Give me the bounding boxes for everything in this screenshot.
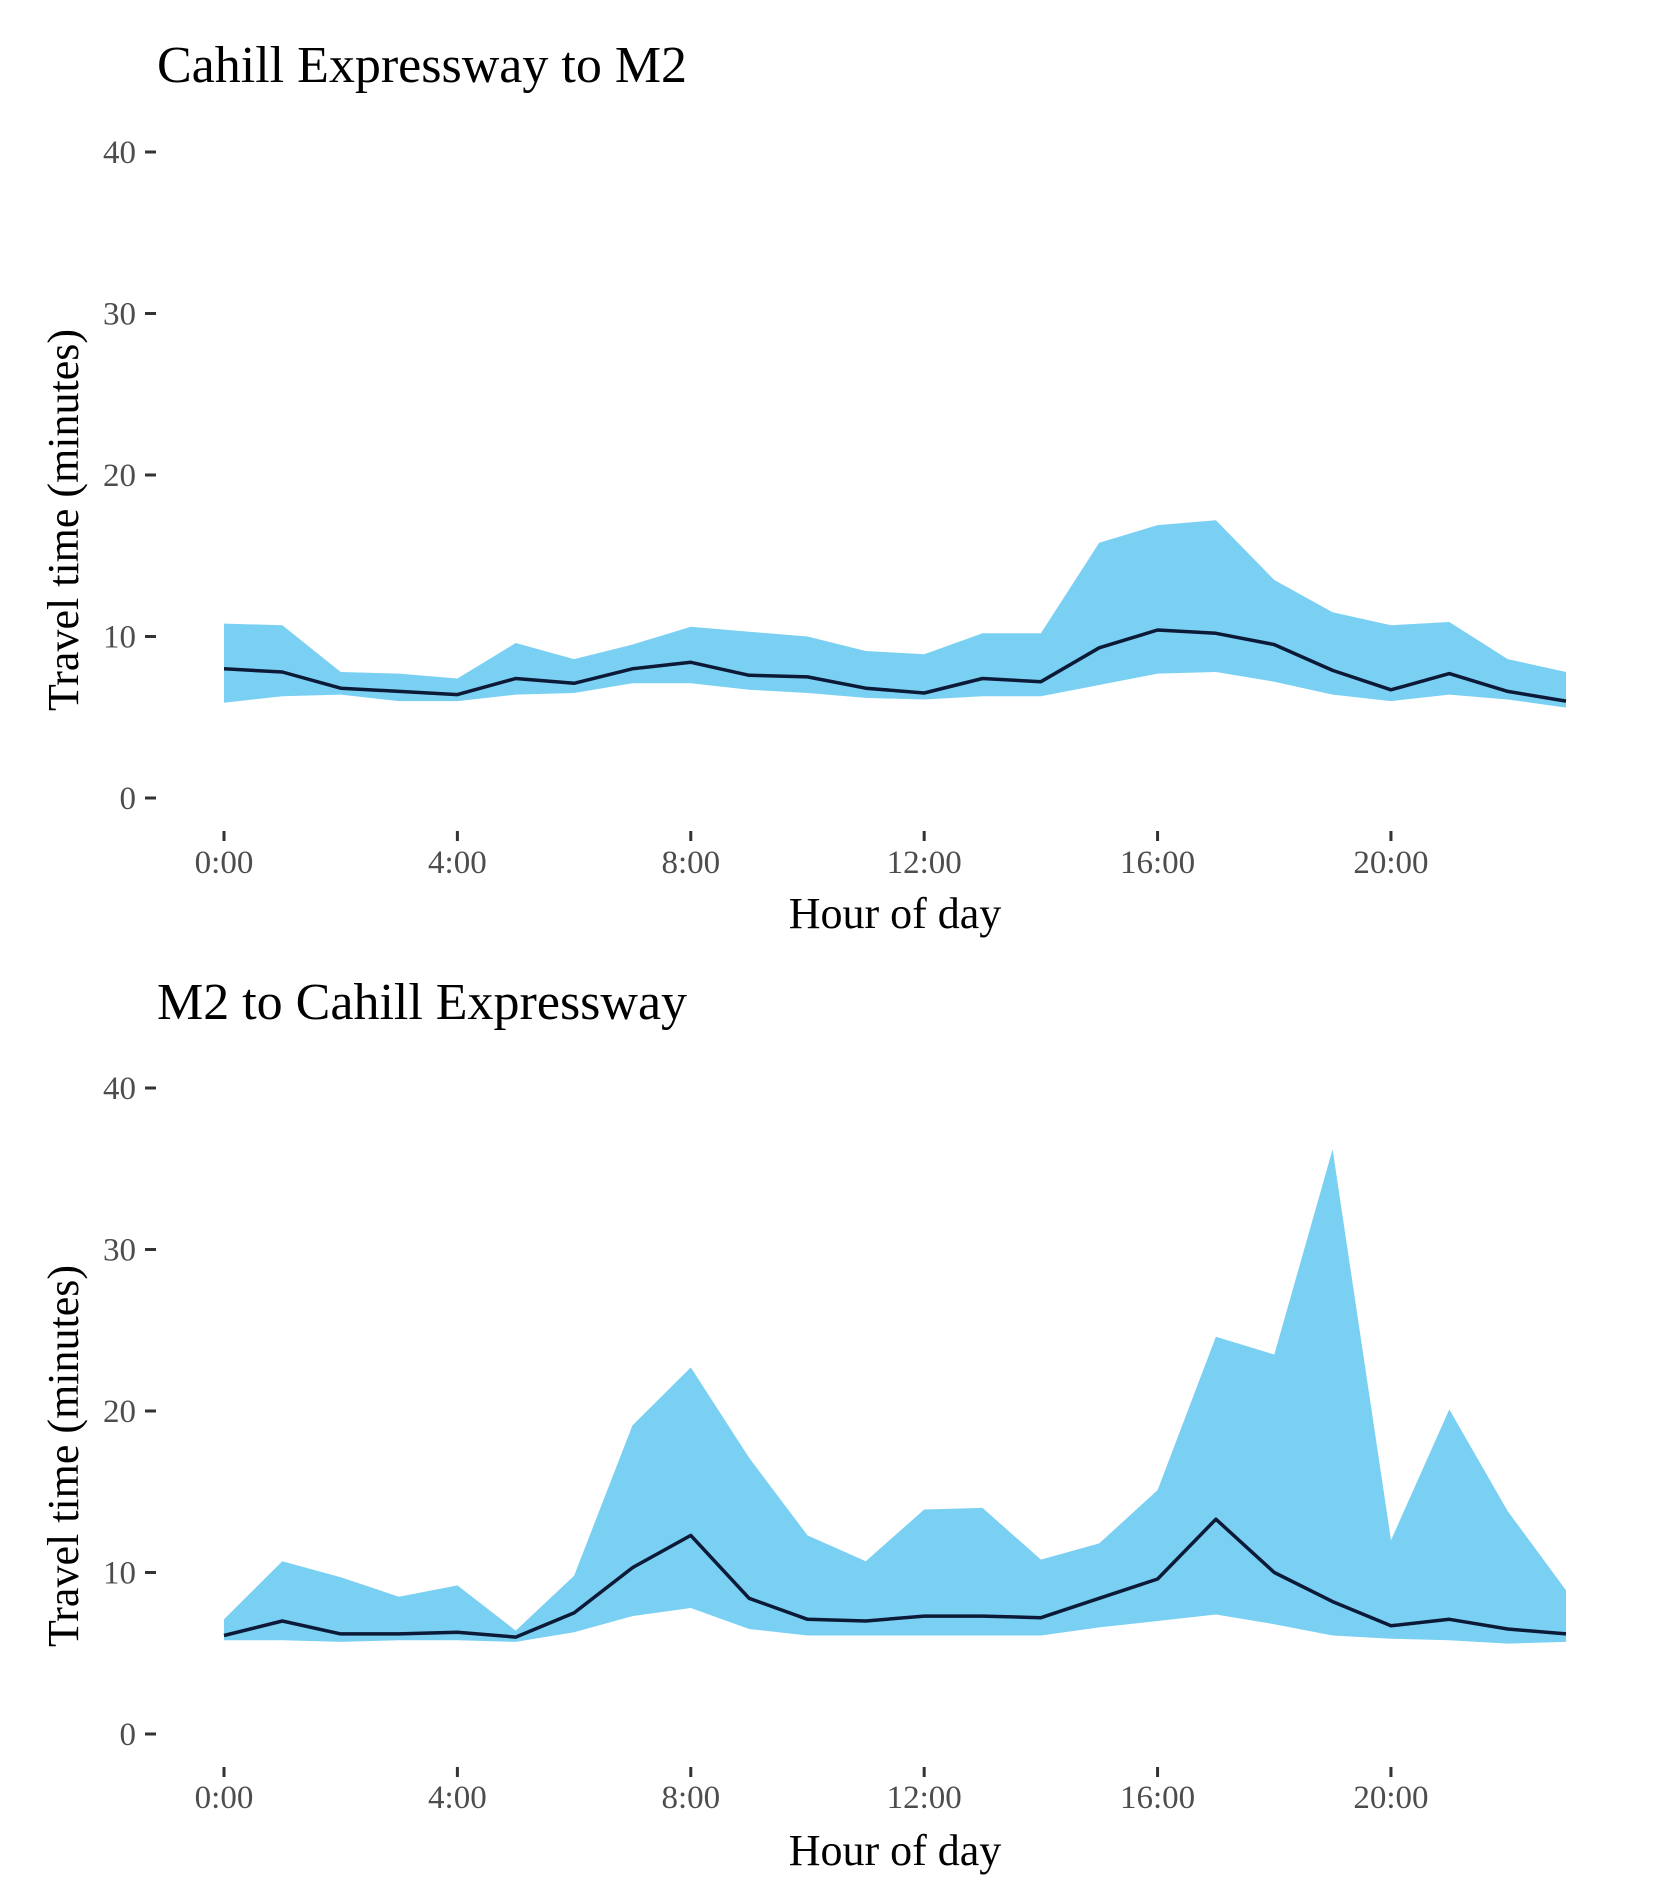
x-tick-label: 4:00 xyxy=(428,845,487,881)
y-tick-label: 10 xyxy=(103,1556,136,1592)
x-tick-label: 16:00 xyxy=(1120,1780,1195,1816)
chart-panel-2: M2 to Cahill Expressway Travel time (min… xyxy=(39,974,1567,1875)
y-tick-label: 10 xyxy=(103,620,136,656)
x-tick-label: 4:00 xyxy=(428,1780,487,1816)
range-band xyxy=(224,520,1566,708)
median-line xyxy=(223,1517,1567,1639)
x-tick-label: 0:00 xyxy=(195,1780,254,1816)
plot-area: 0 10 20 30 40 0:00 4:00 8:00 12:00 16:00 20:00 xyxy=(103,1071,1567,1816)
chart-panel-1: Cahill Expressway to M2 Travel time (min… xyxy=(39,37,1567,938)
y-tick-label: 40 xyxy=(103,1071,136,1107)
chart-title: M2 to Cahill Expressway xyxy=(157,974,687,1031)
x-tick-label: 16:00 xyxy=(1120,845,1195,881)
x-tick-label: 20:00 xyxy=(1353,1780,1428,1816)
x-axis-label: Hour of day xyxy=(789,889,1002,938)
x-axis-label: Hour of day xyxy=(789,1826,1002,1875)
y-tick-label: 30 xyxy=(103,297,136,333)
y-tick-label: 40 xyxy=(103,135,136,171)
x-tick-label: 8:00 xyxy=(661,845,720,881)
x-tick-label: 12:00 xyxy=(887,845,962,881)
plot-area: 0 10 20 30 40 0:00 4:00 8:00 12:00 16:00 20:00 xyxy=(103,135,1567,881)
x-tick-label: 12:00 xyxy=(887,1780,962,1816)
y-tick-label: 20 xyxy=(103,1394,136,1430)
y-axis-label: Travel time (minutes) xyxy=(39,329,88,711)
range-band xyxy=(224,1149,1566,1644)
median-line xyxy=(223,628,1567,703)
y-axis-label: Travel time (minutes) xyxy=(39,1265,88,1647)
y-tick-label: 0 xyxy=(120,1717,137,1753)
x-tick-label: 0:00 xyxy=(195,845,254,881)
y-tick-label: 20 xyxy=(103,458,136,494)
y-tick-label: 30 xyxy=(103,1233,136,1269)
chart-title: Cahill Expressway to M2 xyxy=(157,37,687,94)
y-tick-label: 0 xyxy=(120,781,137,817)
x-tick-label: 20:00 xyxy=(1353,845,1428,881)
x-tick-label: 8:00 xyxy=(661,1780,720,1816)
